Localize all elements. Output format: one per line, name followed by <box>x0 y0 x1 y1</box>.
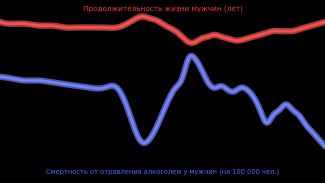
Text: Продолжительность жизни мужчин (лет): Продолжительность жизни мужчин (лет) <box>83 5 242 12</box>
Text: Смертность от отравления алкоголем у мужчин (на 100 000 чел.): Смертность от отравления алкоголем у муж… <box>46 168 279 175</box>
